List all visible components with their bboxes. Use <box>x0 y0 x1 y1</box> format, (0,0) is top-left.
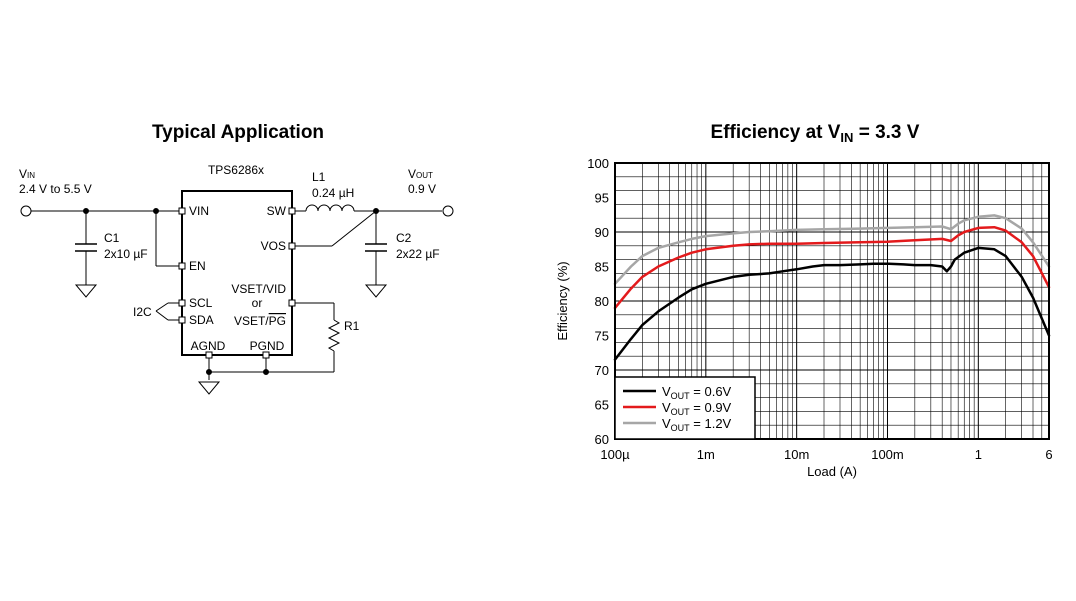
pin-agnd-marker <box>205 351 213 359</box>
series-line-2 <box>613 225 1051 310</box>
x-tick-label: 100m <box>871 447 904 462</box>
pin-vos-label: VOS <box>261 239 286 253</box>
vin-range: 2.4 V to 5.5 V <box>19 182 92 196</box>
c2-value: 2x22 µF <box>396 247 440 261</box>
x-tick-label: 1 <box>975 447 982 462</box>
vout-value: 0.9 V <box>408 182 436 196</box>
l1-name: L1 <box>312 170 326 184</box>
plot-frame <box>614 162 1050 440</box>
series-line-1 <box>613 246 1051 361</box>
chart-title: Efficiency at VIN = 3.3 V <box>711 122 920 145</box>
pin-vset-vid-label: VSET/VID <box>231 282 286 296</box>
series-layer <box>613 214 1051 361</box>
series-line-3 <box>613 214 1051 286</box>
pin-vset-marker <box>288 299 296 307</box>
schematic-title: Typical Application <box>152 122 324 143</box>
i2c-label: I2C <box>133 305 152 319</box>
c1-value: 2x10 µF <box>104 247 148 261</box>
ic-ground-icon <box>197 381 221 395</box>
x-tick-labels: 100µ 1m 10m 100m 1 6 <box>600 447 1052 462</box>
y-tick-label: 70 <box>595 363 609 378</box>
pin-scl-marker <box>178 299 186 307</box>
pin-en-label: EN <box>189 259 206 273</box>
pin-vset-pg-label: VSET/PG <box>234 314 286 328</box>
c2-name: C2 <box>396 231 412 245</box>
x-tick-label: 1m <box>697 447 715 462</box>
pgnd-junction <box>263 369 269 375</box>
y-tick-label: 65 <box>595 398 609 413</box>
y-tick-label: 80 <box>595 294 609 309</box>
pin-pgnd-marker <box>262 351 270 359</box>
y-tick-label: 85 <box>595 260 609 275</box>
c1-ground-icon <box>74 284 98 298</box>
pin-scl-label: SCL <box>189 296 213 310</box>
schematic: Typical Application TPS6286x <box>19 122 454 395</box>
y-tick-label: 75 <box>595 329 609 344</box>
c1-name: C1 <box>104 231 120 245</box>
ic-name: TPS6286x <box>208 163 264 177</box>
r1-name: R1 <box>344 319 360 333</box>
y-axis-label: Efficiency (%) <box>555 261 570 340</box>
efficiency-chart: Efficiency at VIN = 3.3 V 60 65 70 75 80 85 90… <box>555 122 1053 479</box>
pin-sw-label: SW <box>267 204 287 218</box>
pin-en-marker <box>178 262 186 270</box>
c2-ground-icon <box>364 284 388 298</box>
x-tick-label: 10m <box>784 447 809 462</box>
l1-value: 0.24 µH <box>312 186 354 200</box>
vin-label: VIN <box>19 167 35 181</box>
pin-pgnd-label: PGND <box>250 339 285 353</box>
pin-vos-marker <box>288 242 296 250</box>
resistor-r1 <box>327 319 341 352</box>
y-tick-label: 100 <box>587 156 609 171</box>
y-tick-label: 95 <box>595 191 609 206</box>
vout-terminal <box>442 205 454 217</box>
pin-agnd-label: AGND <box>191 339 226 353</box>
legend-label-2: VOUT = 0.9V <box>662 400 732 417</box>
y-tick-label: 60 <box>595 432 609 447</box>
pg-overbar-text: PG <box>269 314 286 328</box>
ic-body <box>181 190 293 356</box>
pin-sda-label: SDA <box>189 313 214 327</box>
pin-vin-label: VIN <box>189 204 209 218</box>
x-tick-label: 6 <box>1045 447 1052 462</box>
x-axis-label: Load (A) <box>807 464 857 479</box>
pin-or-label: or <box>252 296 263 310</box>
x-tick-label: 100µ <box>600 447 630 462</box>
pin-sw-marker <box>288 207 296 215</box>
agnd-junction <box>206 369 212 375</box>
y-tick-labels: 60 65 70 75 80 85 90 95 100 <box>587 156 609 447</box>
inductor-l1 <box>305 204 355 212</box>
vout-label: VOUT <box>408 167 433 181</box>
vin-terminal <box>20 205 32 217</box>
pin-vin-marker <box>178 207 186 215</box>
pin-sda-marker <box>178 316 186 324</box>
legend-label-1: VOUT = 0.6V <box>662 384 732 401</box>
y-tick-label: 90 <box>595 225 609 240</box>
legend-label-3: VOUT = 1.2V <box>662 416 732 433</box>
